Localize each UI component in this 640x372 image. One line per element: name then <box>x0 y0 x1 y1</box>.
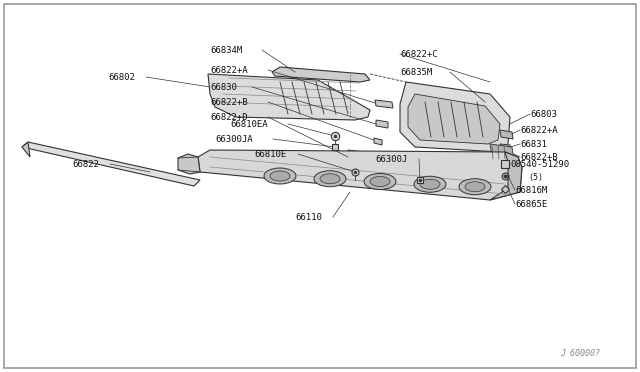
Text: 66822+B: 66822+B <box>210 97 248 106</box>
Polygon shape <box>198 150 522 200</box>
Text: 66835M: 66835M <box>400 67 432 77</box>
Ellipse shape <box>370 176 390 186</box>
Text: 66822: 66822 <box>72 160 99 169</box>
Ellipse shape <box>320 174 340 184</box>
Text: 66300J: 66300J <box>375 154 407 164</box>
Polygon shape <box>272 67 370 82</box>
Polygon shape <box>500 130 513 139</box>
Text: 66822+A: 66822+A <box>210 65 248 74</box>
Polygon shape <box>348 150 380 159</box>
Polygon shape <box>500 144 510 150</box>
Text: 66822+D: 66822+D <box>210 112 248 122</box>
Polygon shape <box>408 94 500 144</box>
Text: 08540-51290: 08540-51290 <box>510 160 569 169</box>
Text: 66822+B: 66822+B <box>520 153 557 161</box>
Text: J 60000?: J 60000? <box>560 350 600 359</box>
Text: 66810EA: 66810EA <box>230 119 268 128</box>
Text: 66110: 66110 <box>295 212 322 221</box>
Text: 66810E: 66810E <box>254 150 286 158</box>
Text: 66831: 66831 <box>520 140 547 148</box>
Text: 66816M: 66816M <box>515 186 547 195</box>
Text: 66822+A: 66822+A <box>520 125 557 135</box>
Ellipse shape <box>420 179 440 189</box>
Text: 66802: 66802 <box>108 73 135 81</box>
Ellipse shape <box>314 171 346 187</box>
Polygon shape <box>490 144 514 160</box>
Text: 66865E: 66865E <box>515 199 547 208</box>
Ellipse shape <box>264 168 296 184</box>
Polygon shape <box>375 100 393 108</box>
Text: 66830: 66830 <box>210 83 237 92</box>
Text: 66834M: 66834M <box>210 45 243 55</box>
Ellipse shape <box>459 179 491 195</box>
Ellipse shape <box>465 182 485 192</box>
Polygon shape <box>178 154 200 174</box>
Polygon shape <box>208 74 370 120</box>
Text: 66822+C: 66822+C <box>400 49 438 58</box>
Text: 66300JA: 66300JA <box>215 135 253 144</box>
Ellipse shape <box>414 176 446 192</box>
Ellipse shape <box>270 171 290 181</box>
Text: 66803: 66803 <box>530 109 557 119</box>
Polygon shape <box>374 138 382 145</box>
Text: (5): (5) <box>528 173 543 182</box>
Polygon shape <box>400 82 510 152</box>
Polygon shape <box>376 120 388 128</box>
Polygon shape <box>22 142 200 186</box>
Polygon shape <box>490 152 522 200</box>
Polygon shape <box>22 142 30 157</box>
Ellipse shape <box>364 173 396 189</box>
